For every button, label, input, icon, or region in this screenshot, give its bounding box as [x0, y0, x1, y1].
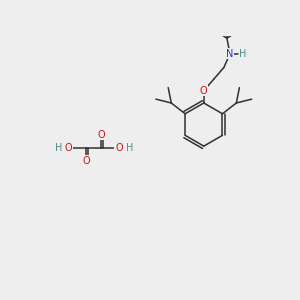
- Text: O: O: [64, 143, 72, 153]
- Text: H: H: [126, 143, 134, 153]
- Text: H: H: [55, 143, 62, 153]
- Text: N: N: [226, 49, 234, 59]
- Text: H: H: [239, 49, 247, 59]
- Text: O: O: [115, 143, 123, 153]
- Text: O: O: [82, 156, 90, 166]
- Text: O: O: [98, 130, 105, 140]
- Text: O: O: [200, 86, 208, 96]
